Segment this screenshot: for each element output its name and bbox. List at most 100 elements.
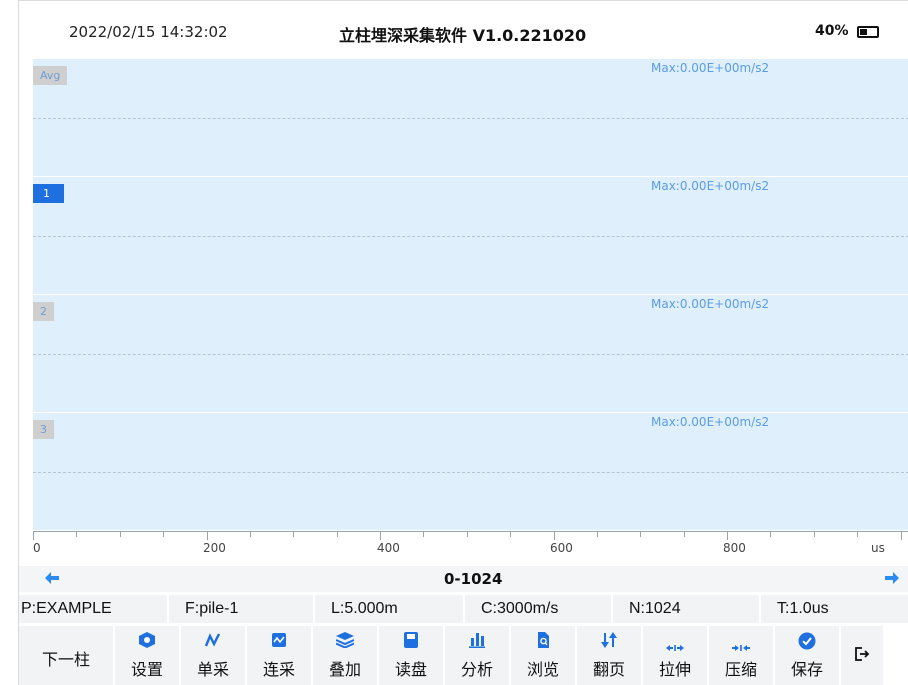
- axis-tick: [293, 532, 294, 537]
- datetime: 2022/02/15 14:32:02: [69, 23, 228, 41]
- axis-tick-label: 800: [723, 541, 746, 555]
- channel-label[interactable]: 1: [33, 184, 64, 203]
- logout-icon: [855, 647, 870, 661]
- status-bar: 2022/02/15 14:32:02 立柱埋深采集软件 V1.0.221020…: [19, 0, 908, 58]
- axis-tick-label: 400: [377, 541, 400, 555]
- button-label: 翻页: [592, 660, 625, 679]
- app-title: 立柱埋深采集软件 V1.0.221020: [339, 26, 587, 45]
- axis-tick: [423, 532, 424, 537]
- channel-max: Max:0.00E+00m/s2: [651, 415, 770, 429]
- battery-percent: 40%: [815, 23, 849, 39]
- axis-tick: [467, 532, 468, 537]
- wave-speed: C:3000m/s: [465, 595, 613, 623]
- axis-tick-label: 600: [550, 541, 573, 555]
- axis-tick: [510, 532, 511, 537]
- layers-icon: [336, 632, 354, 648]
- stack-button[interactable]: 叠加: [313, 626, 379, 685]
- project-name: P:EXAMPLE: [19, 595, 169, 623]
- channel-avg[interactable]: Avg Max:0.00E+00m/s2: [33, 59, 908, 177]
- continuous-capture-button[interactable]: 连采: [247, 626, 313, 685]
- center-line: [33, 236, 908, 237]
- settings-hexagon-icon: [139, 632, 155, 648]
- next-column-button[interactable]: 下一柱: [19, 626, 115, 685]
- bar-chart-icon: [469, 633, 485, 648]
- channel-label[interactable]: Avg: [33, 66, 68, 85]
- button-label: 读盘: [394, 660, 427, 679]
- button-label: 保存: [790, 660, 823, 679]
- channel-label[interactable]: 3: [33, 420, 54, 439]
- button-label: 单采: [196, 660, 229, 679]
- file-name: F:pile-1: [169, 595, 315, 623]
- axis-tick: [163, 532, 164, 537]
- swap-vertical-icon: [601, 632, 617, 648]
- analyze-button[interactable]: 分析: [445, 626, 511, 685]
- single-capture-button[interactable]: 单采: [181, 626, 247, 685]
- arrow-left-icon[interactable]: [45, 572, 59, 584]
- button-label: 分析: [460, 660, 493, 679]
- axis-tick: [814, 532, 815, 537]
- axis-tick: [770, 532, 771, 537]
- save-button[interactable]: 保存: [775, 626, 841, 685]
- axis-tick-label: 200: [203, 541, 226, 555]
- compress-arrows-icon: [732, 645, 750, 651]
- axis-tick: [380, 532, 381, 540]
- channel-1[interactable]: 1 Max:0.00E+00m/s2: [33, 177, 908, 295]
- button-label: 设置: [130, 660, 163, 679]
- arrow-right-icon[interactable]: [885, 572, 899, 584]
- axis-tick: [597, 532, 598, 537]
- stretch-arrows-icon: [666, 645, 684, 651]
- stretch-button[interactable]: 拉伸: [643, 626, 709, 685]
- button-label: 叠加: [328, 660, 361, 679]
- parameter-bar: P:EXAMPLE F:pile-1 L:5.000m C:3000m/s N:…: [19, 595, 908, 623]
- axis-tick-label: 0: [33, 541, 41, 555]
- axis-tick: [337, 532, 338, 537]
- bottom-toolbar: 下一柱 设置 单采 连采: [19, 626, 908, 685]
- center-line: [33, 118, 908, 119]
- settings-button[interactable]: 设置: [115, 626, 181, 685]
- center-line: [33, 472, 908, 473]
- axis-tick: [207, 532, 208, 540]
- sample-count: N:1024: [613, 595, 761, 623]
- channel-3[interactable]: 3 Max:0.00E+00m/s2: [33, 413, 908, 531]
- file-search-icon: [538, 632, 549, 648]
- sample-range: 0-1024: [444, 570, 503, 588]
- time-axis: 0 200 400 600 800 us: [33, 531, 908, 563]
- battery-icon: [857, 26, 879, 38]
- axis-tick: [640, 532, 641, 537]
- chart-box-icon: [272, 633, 286, 647]
- axis-tick: [857, 532, 858, 537]
- page-flip-button[interactable]: 翻页: [577, 626, 643, 685]
- compress-button[interactable]: 压缩: [709, 626, 775, 685]
- sample-interval: T:1.0us: [761, 595, 908, 623]
- axis-tick: [250, 532, 251, 537]
- center-line: [33, 354, 908, 355]
- pile-length: L:5.000m: [315, 595, 465, 623]
- axis-tick: [120, 532, 121, 537]
- button-label: 浏览: [526, 660, 559, 679]
- exit-button[interactable]: [841, 626, 883, 685]
- button-label: 下一柱: [41, 650, 90, 669]
- channel-2[interactable]: 2 Max:0.00E+00m/s2: [33, 295, 908, 413]
- axis-tick: [33, 532, 34, 540]
- axis-tick: [554, 532, 555, 540]
- channel-label[interactable]: 2: [33, 302, 54, 321]
- axis-tick: [727, 532, 728, 540]
- floppy-disk-icon: [404, 632, 418, 648]
- axis-tick: [76, 532, 77, 537]
- page-nav: 0-1024: [19, 566, 908, 592]
- button-label: 连采: [262, 660, 295, 679]
- axis-unit: us: [871, 541, 885, 555]
- read-disk-button[interactable]: 读盘: [379, 626, 445, 685]
- waveform-area[interactable]: Avg Max:0.00E+00m/s2 1 Max:0.00E+00m/s2 …: [33, 59, 908, 531]
- check-circle-icon: [798, 632, 816, 650]
- waveform-icon: [204, 633, 221, 647]
- button-label: 拉伸: [658, 660, 691, 679]
- button-label: 压缩: [724, 660, 757, 679]
- channel-max: Max:0.00E+00m/s2: [651, 61, 770, 75]
- app-window: 2022/02/15 14:32:02 立柱埋深采集软件 V1.0.221020…: [18, 0, 908, 685]
- browse-button[interactable]: 浏览: [511, 626, 577, 685]
- axis-tick: [901, 532, 902, 540]
- channel-max: Max:0.00E+00m/s2: [651, 297, 770, 311]
- channel-max: Max:0.00E+00m/s2: [651, 179, 770, 193]
- axis-tick: [684, 532, 685, 537]
